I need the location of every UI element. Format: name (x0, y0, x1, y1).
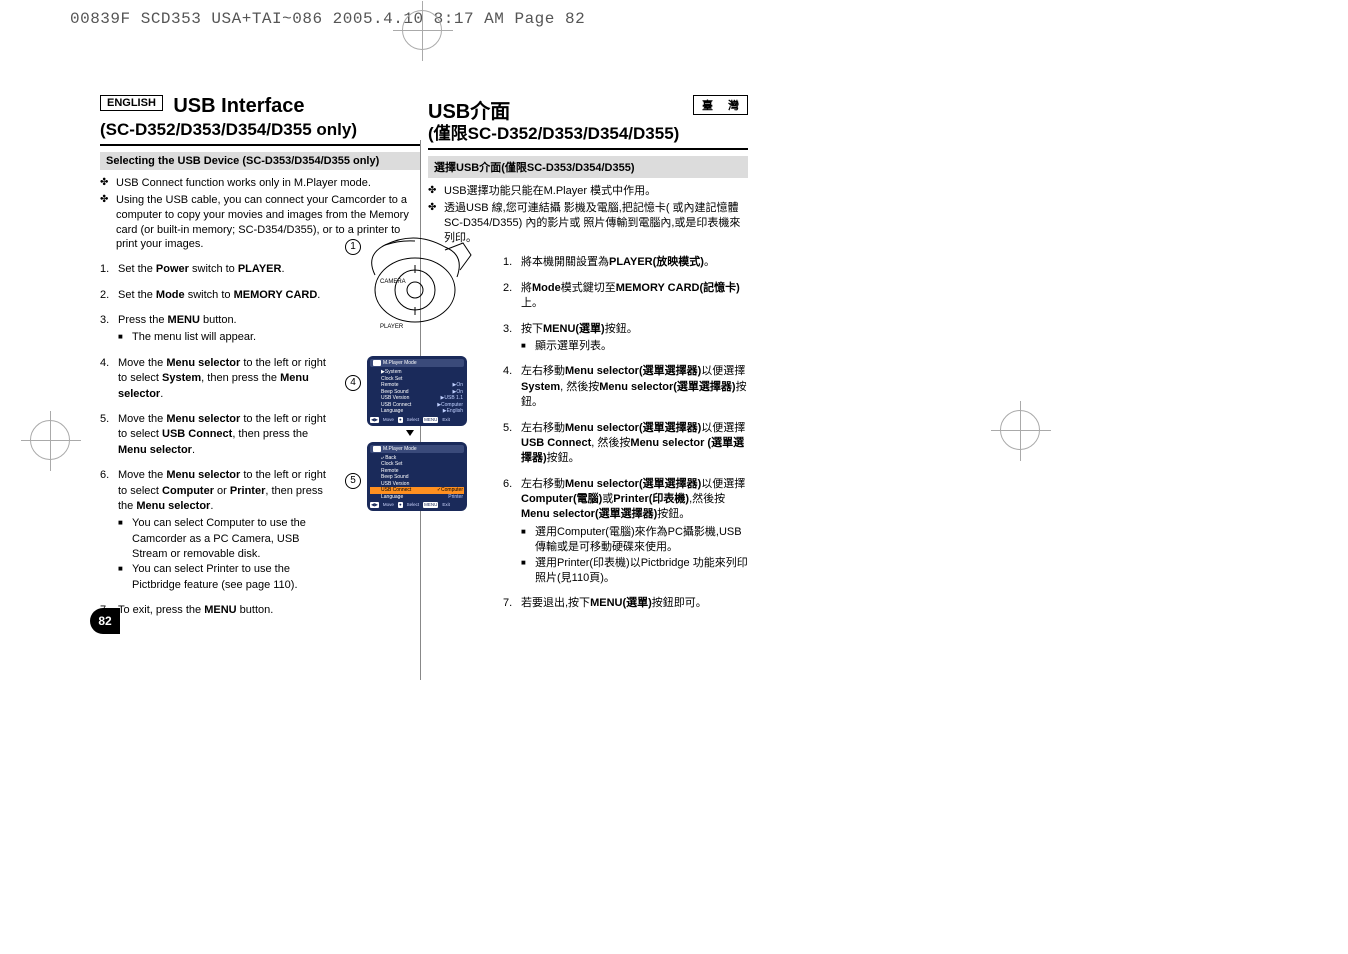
menu-footer: ◀▶Move ●Select MENUExit (370, 417, 464, 423)
lang-badge-english: ENGLISH (100, 95, 163, 111)
step: 按下MENU(選單)按鈕。 顯示選單列表。 (503, 322, 748, 355)
select-key-icon: ● (398, 417, 403, 423)
figure-number-1: 1 (345, 239, 361, 255)
bullet-item: USB選擇功能只能在M.Player 模式中作用。 (428, 184, 748, 199)
step: 左右移動Menu selector(選單選擇器)以便選擇 Computer(電腦… (503, 477, 748, 587)
section-heading-chinese: 選擇USB介面(僅限SC-D353/D354/D355) (428, 156, 748, 178)
step: Move the Menu selector to the left or ri… (100, 468, 335, 593)
figure-number-4: 4 (345, 375, 361, 391)
step-text: Move the Menu selector to the left or ri… (118, 469, 326, 512)
substep: You can select Printer to use the Pictbr… (118, 562, 335, 593)
page-body: ENGLISH USB Interface (SC-D352/D353/D354… (0, 40, 1348, 629)
step-text: Press the MENU button. (118, 314, 237, 326)
menu-screenshot-5: M.Player Mode⤶ BackClock SetRemoteBeep S… (367, 442, 467, 512)
camcorder-illustration: CAMERA PLAYER (345, 235, 475, 345)
step-text: 左右移動Menu selector(選單選擇器)以便選擇 USB Connect… (521, 422, 745, 465)
page-number: 82 (90, 608, 120, 634)
menu-title-bar: M.Player Mode (370, 359, 464, 367)
step-text: 將本機開關設置為PLAYER(放映模式)。 (521, 256, 715, 268)
select-key-icon: ● (398, 502, 403, 508)
player-label: PLAYER (380, 324, 404, 330)
steps-chinese: 將本機開關設置為PLAYER(放映模式)。 將Mode模式鍵切至MEMORY C… (503, 255, 748, 611)
lang-badge-chinese: 臺 灣 (693, 95, 748, 115)
camera-icon (373, 360, 381, 366)
camera-icon (373, 446, 381, 452)
menu-row: Language Printer (370, 494, 464, 501)
subtitle-english: (SC-D352/D353/D354/D355 only) (100, 120, 420, 140)
title-chinese: USB介面 (428, 101, 510, 123)
step: 左右移動Menu selector(選單選擇器)以便選擇 USB Connect… (503, 421, 748, 467)
step: 若要退出,按下MENU(選單)按鈕即可。 (503, 596, 748, 611)
step: 左右移動Menu selector(選單選擇器)以便選擇 System, 然後按… (503, 364, 748, 410)
bullet-item: USB Connect function works only in M.Pla… (100, 176, 420, 191)
step-text: Move the Menu selector to the left or ri… (118, 357, 326, 400)
title-english: USB Interface (173, 95, 304, 117)
step-text: To exit, press the MENU button. (118, 604, 273, 616)
step: Move the Menu selector to the left or ri… (100, 356, 335, 402)
column-chinese: USB介面 臺 灣 (僅限SC-D352/D353/D354/D355) 選擇U… (428, 40, 748, 629)
step: Move the Menu selector to the left or ri… (100, 412, 335, 458)
title-rule (100, 144, 420, 146)
step-text: 左右移動Menu selector(選單選擇器)以便選擇 Computer(電腦… (521, 478, 745, 521)
arrow-down-icon (406, 430, 414, 436)
step: 將本機開關設置為PLAYER(放映模式)。 (503, 255, 748, 270)
menu-row: Language▶English (370, 408, 464, 415)
menu-mode-label: M.Player Mode (383, 360, 417, 366)
step-text: 將Mode模式鍵切至MEMORY CARD(記憶卡)上。 (521, 282, 740, 309)
step-text: Set the Power switch to PLAYER. (118, 263, 285, 275)
menu-mode-label: M.Player Mode (383, 446, 417, 452)
intro-bullets-chinese: USB選擇功能只能在M.Player 模式中作用。 透過USB 線,您可連結攝 … (428, 184, 748, 245)
substep: 顯示選單列表。 (521, 339, 748, 354)
section-heading-english: Selecting the USB Device (SC-D353/D354/D… (100, 152, 420, 170)
menu-screenshot-4: M.Player Mode▶SystemClock SetRemote▶OnBe… (367, 356, 467, 426)
substep: 選用Printer(印表機)以Pictbridge 功能來列印照片(見110頁)… (521, 556, 748, 587)
file-stamp: 00839F SCD353 USA+TAI~086 2005.4.10 8:17… (70, 10, 585, 28)
figure-column: 1 CAMERA PLAYER 4 M.Player Mode▶SystemCl… (345, 235, 475, 511)
figure-number-5: 5 (345, 473, 361, 489)
step: 將Mode模式鍵切至MEMORY CARD(記憶卡)上。 (503, 281, 748, 312)
move-key-icon: ◀▶ (370, 502, 379, 508)
step-text: Move the Menu selector to the left or ri… (118, 413, 326, 456)
step-text: 左右移動Menu selector(選單選擇器)以便選擇 System, 然後按… (521, 365, 747, 408)
menu-footer: ◀▶Move ●Select MENUExit (370, 502, 464, 508)
bullet-item: 透過USB 線,您可連結攝 影機及電腦,把記憶卡( 或內建記憶體 SC-D354… (428, 201, 748, 246)
step-text: 若要退出,按下MENU(選單)按鈕即可。 (521, 597, 707, 609)
step-text: Set the Mode switch to MEMORY CARD. (118, 289, 320, 301)
menu-key-icon: MENU (423, 417, 438, 423)
menu-key-icon: MENU (423, 502, 438, 508)
camera-label: CAMERA (380, 279, 406, 285)
substep: 選用Computer(電腦)來作為PC攝影機,USB傳輸或是可移動硬碟來使用。 (521, 525, 748, 556)
step-text: 按下MENU(選單)按鈕。 (521, 323, 638, 335)
move-key-icon: ◀▶ (370, 417, 379, 423)
menu-title-bar: M.Player Mode (370, 445, 464, 453)
step: To exit, press the MENU button. (100, 603, 420, 618)
title-rule (428, 148, 748, 150)
substep: You can select Computer to use the Camco… (118, 516, 335, 562)
